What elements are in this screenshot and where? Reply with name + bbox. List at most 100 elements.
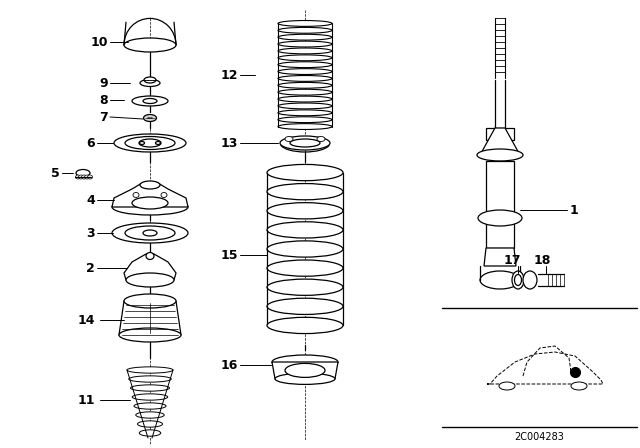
Polygon shape bbox=[486, 128, 514, 140]
Ellipse shape bbox=[523, 271, 537, 289]
Ellipse shape bbox=[278, 76, 332, 82]
Ellipse shape bbox=[143, 230, 157, 236]
Text: 18: 18 bbox=[533, 254, 550, 267]
Text: 13: 13 bbox=[221, 137, 238, 150]
Ellipse shape bbox=[140, 181, 160, 189]
Ellipse shape bbox=[278, 34, 332, 40]
Ellipse shape bbox=[499, 382, 515, 390]
Ellipse shape bbox=[267, 184, 343, 200]
Text: 12: 12 bbox=[221, 69, 238, 82]
Ellipse shape bbox=[272, 355, 338, 369]
Ellipse shape bbox=[125, 226, 175, 240]
Ellipse shape bbox=[278, 124, 332, 129]
Ellipse shape bbox=[76, 175, 81, 179]
Polygon shape bbox=[272, 362, 338, 379]
Text: 6: 6 bbox=[86, 137, 95, 150]
Text: 9: 9 bbox=[99, 77, 108, 90]
Ellipse shape bbox=[267, 260, 343, 276]
Ellipse shape bbox=[125, 137, 175, 150]
Ellipse shape bbox=[571, 382, 587, 390]
Ellipse shape bbox=[278, 89, 332, 95]
Ellipse shape bbox=[131, 385, 170, 391]
Polygon shape bbox=[119, 301, 181, 335]
Ellipse shape bbox=[81, 175, 86, 179]
Text: 3: 3 bbox=[86, 227, 95, 240]
Polygon shape bbox=[124, 254, 176, 280]
Ellipse shape bbox=[138, 421, 163, 427]
Ellipse shape bbox=[278, 41, 332, 47]
Ellipse shape bbox=[267, 222, 343, 238]
Text: 17: 17 bbox=[503, 254, 521, 267]
Polygon shape bbox=[480, 128, 520, 155]
Polygon shape bbox=[112, 183, 188, 207]
Text: 1: 1 bbox=[570, 203, 579, 216]
Text: 8: 8 bbox=[99, 94, 108, 107]
Ellipse shape bbox=[136, 412, 164, 418]
Ellipse shape bbox=[267, 317, 343, 334]
Ellipse shape bbox=[76, 169, 90, 177]
Ellipse shape bbox=[124, 294, 176, 308]
Ellipse shape bbox=[133, 193, 139, 198]
Ellipse shape bbox=[278, 69, 332, 74]
Ellipse shape bbox=[84, 175, 90, 179]
Ellipse shape bbox=[512, 271, 524, 289]
Ellipse shape bbox=[144, 77, 156, 83]
Ellipse shape bbox=[112, 223, 188, 243]
Ellipse shape bbox=[515, 275, 522, 285]
Ellipse shape bbox=[480, 271, 520, 289]
Text: 4: 4 bbox=[86, 194, 95, 207]
Ellipse shape bbox=[132, 96, 168, 106]
Ellipse shape bbox=[267, 279, 343, 295]
Text: 5: 5 bbox=[51, 167, 60, 180]
Ellipse shape bbox=[112, 199, 188, 215]
Ellipse shape bbox=[267, 202, 343, 219]
Ellipse shape bbox=[267, 298, 343, 314]
Text: 2C004283: 2C004283 bbox=[515, 432, 564, 442]
Ellipse shape bbox=[134, 403, 166, 409]
Ellipse shape bbox=[267, 241, 343, 257]
Ellipse shape bbox=[140, 79, 160, 86]
Ellipse shape bbox=[140, 142, 145, 145]
Ellipse shape bbox=[278, 55, 332, 61]
Ellipse shape bbox=[126, 273, 174, 287]
Ellipse shape bbox=[127, 367, 173, 373]
Ellipse shape bbox=[278, 21, 332, 26]
Text: 2: 2 bbox=[86, 262, 95, 275]
Ellipse shape bbox=[275, 373, 335, 384]
Text: 16: 16 bbox=[221, 358, 238, 371]
Ellipse shape bbox=[278, 103, 332, 109]
Ellipse shape bbox=[267, 164, 343, 181]
Ellipse shape bbox=[161, 193, 167, 198]
Ellipse shape bbox=[124, 38, 176, 52]
Ellipse shape bbox=[119, 328, 181, 342]
Ellipse shape bbox=[79, 175, 83, 179]
Ellipse shape bbox=[139, 139, 161, 147]
Ellipse shape bbox=[156, 142, 161, 145]
Ellipse shape bbox=[143, 115, 157, 121]
Ellipse shape bbox=[132, 197, 168, 209]
Ellipse shape bbox=[280, 136, 330, 150]
Text: 15: 15 bbox=[221, 249, 238, 262]
Ellipse shape bbox=[146, 253, 154, 259]
Ellipse shape bbox=[278, 96, 332, 102]
Ellipse shape bbox=[285, 137, 293, 142]
Ellipse shape bbox=[143, 99, 157, 103]
Ellipse shape bbox=[285, 363, 325, 377]
Polygon shape bbox=[484, 248, 516, 266]
Ellipse shape bbox=[129, 376, 172, 382]
Ellipse shape bbox=[114, 134, 186, 152]
Ellipse shape bbox=[278, 62, 332, 68]
Ellipse shape bbox=[478, 210, 522, 226]
Ellipse shape bbox=[278, 117, 332, 123]
Ellipse shape bbox=[477, 149, 523, 161]
Text: 10: 10 bbox=[90, 35, 108, 48]
Polygon shape bbox=[486, 161, 514, 248]
Ellipse shape bbox=[278, 48, 332, 54]
Text: 11: 11 bbox=[77, 393, 95, 406]
Ellipse shape bbox=[132, 394, 168, 400]
Ellipse shape bbox=[317, 137, 325, 142]
Ellipse shape bbox=[278, 82, 332, 88]
Ellipse shape bbox=[278, 27, 332, 33]
Text: 14: 14 bbox=[77, 314, 95, 327]
Text: 7: 7 bbox=[99, 111, 108, 124]
